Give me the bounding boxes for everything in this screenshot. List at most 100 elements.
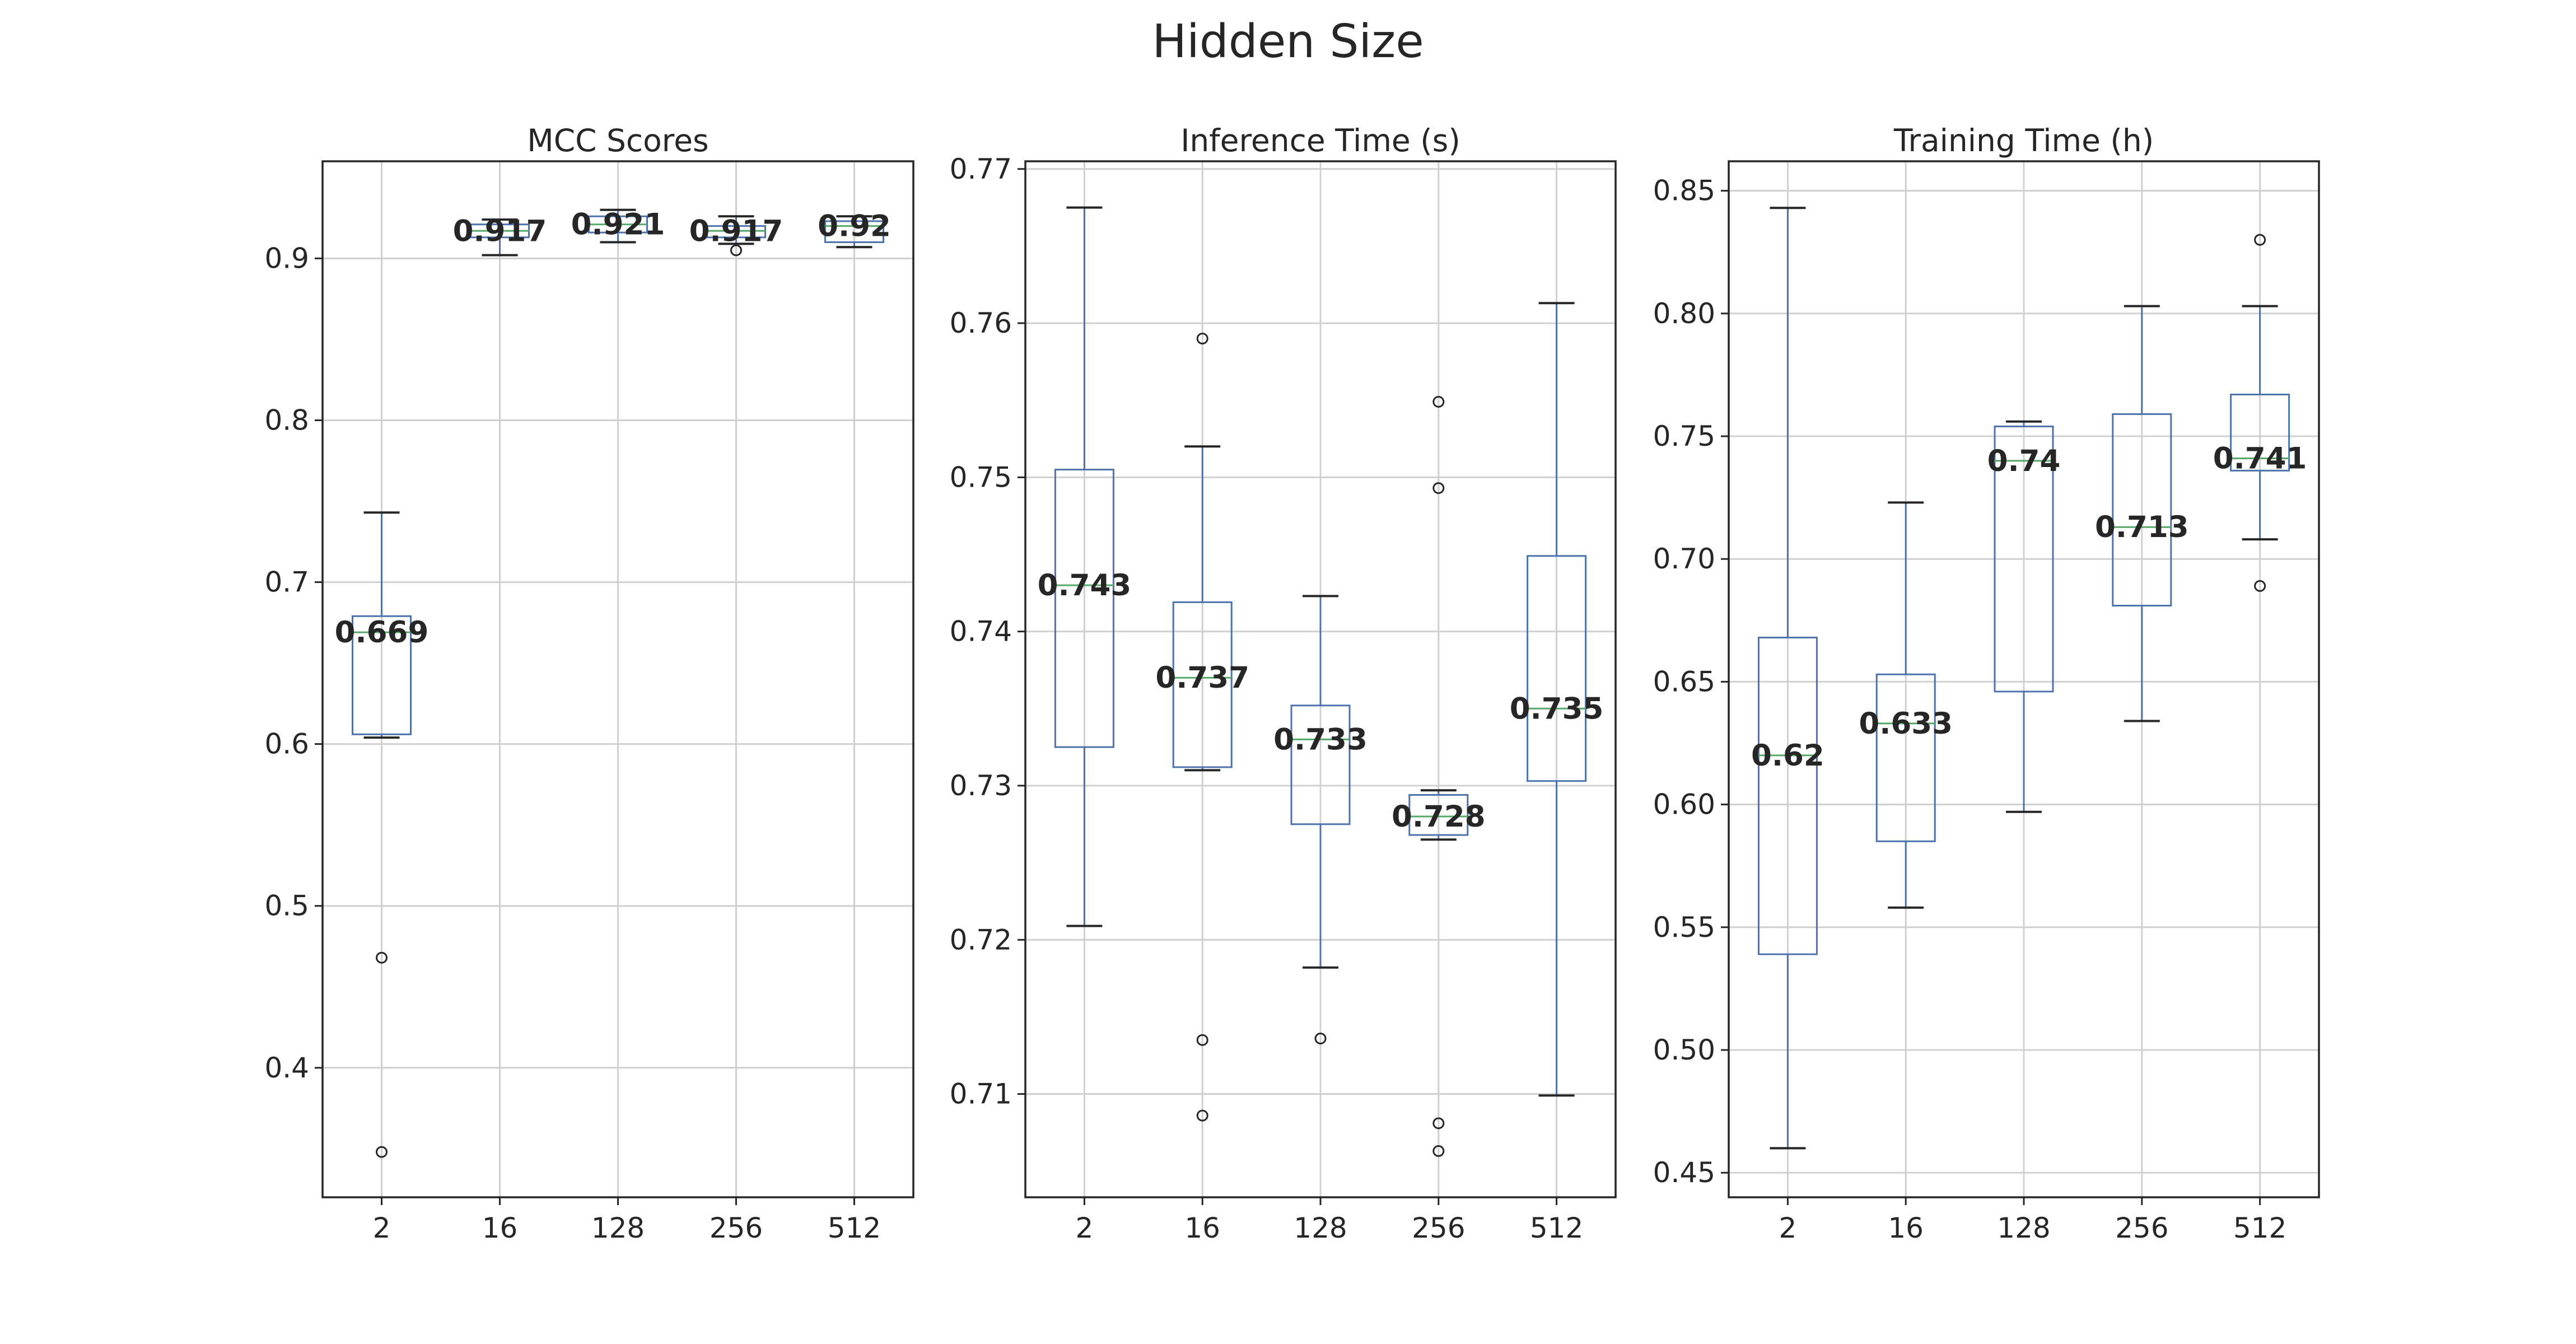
- x-tick-label: 2: [1779, 1212, 1796, 1244]
- median-label: 0.735: [1510, 692, 1604, 726]
- box-iqr: [1757, 636, 1818, 955]
- x-tick-label: 128: [1997, 1212, 2050, 1244]
- y-tick-label: 0.60: [1653, 788, 1715, 821]
- box-128: 0.74: [1987, 420, 2061, 813]
- y-tick-label: 0.50: [1653, 1034, 1715, 1066]
- subplot-2: 0.71 0.72 0.73 0.74 0.75 0.76 0.77 2 16 128 256 512…: [950, 123, 1617, 1244]
- median-label: 0.633: [1859, 707, 1953, 741]
- y-tick-label: 0.9: [264, 242, 309, 274]
- median-label: 0.917: [453, 214, 547, 248]
- y-tick-label: 0.75: [950, 461, 1012, 493]
- median-label: 0.713: [2095, 510, 2189, 544]
- y-tick-label: 0.73: [950, 769, 1012, 802]
- axes-frame: [321, 160, 914, 1198]
- median-label: 0.728: [1392, 800, 1486, 834]
- box-512: 0.92: [818, 209, 891, 249]
- y-tick-label: 0.77: [950, 153, 1012, 185]
- box-2: 0.743: [1038, 206, 1132, 927]
- box-256: 0.917: [689, 214, 783, 256]
- y-tick-label: 0.5: [264, 890, 309, 922]
- box-2: 0.62: [1751, 207, 1824, 1150]
- outlier-point: [1432, 1145, 1445, 1157]
- box-iqr: [1172, 601, 1233, 768]
- x-tick-label: 2: [1075, 1212, 1093, 1244]
- box-256: 0.713: [2095, 305, 2189, 722]
- y-tick-label: 0.6: [264, 728, 309, 760]
- figure-title: Hidden Size: [1152, 15, 1424, 68]
- box-512: 0.741: [2213, 234, 2307, 592]
- box-iqr: [1054, 469, 1114, 748]
- outlier-point: [730, 244, 742, 256]
- box-256: 0.728: [1392, 395, 1486, 1157]
- box-iqr: [1875, 673, 1936, 842]
- x-tick-label: 16: [1888, 1212, 1924, 1244]
- y-tick-label: 0.65: [1653, 665, 1715, 698]
- median-label: 0.737: [1155, 661, 1249, 695]
- median-label: 0.921: [571, 208, 665, 242]
- box-iqr: [1408, 794, 1469, 836]
- median-label: 0.733: [1273, 722, 1368, 757]
- median-label: 0.669: [335, 615, 429, 650]
- box-iqr: [2230, 393, 2290, 472]
- x-tick-label: 256: [1412, 1212, 1465, 1244]
- x-tick-label: 256: [710, 1212, 763, 1244]
- box-iqr: [1527, 555, 1587, 782]
- outlier-point: [1196, 333, 1208, 345]
- y-tick-label: 0.74: [950, 615, 1012, 648]
- median-label: 0.743: [1038, 568, 1132, 603]
- outlier-point: [1432, 1117, 1445, 1130]
- y-tick-label: 0.85: [1653, 175, 1715, 207]
- box-iqr: [352, 615, 412, 735]
- x-tick-label: 512: [1530, 1212, 1583, 1244]
- y-tick-label: 0.55: [1653, 911, 1715, 944]
- subplot-1: 0.40.50.60.70.80.92 16 128 256 5120.6690.917…: [264, 123, 914, 1244]
- outlier-point: [1432, 395, 1445, 408]
- outlier-point: [1432, 482, 1445, 494]
- y-tick-label: 0.8: [264, 404, 309, 437]
- y-tick-label: 0.72: [950, 923, 1012, 956]
- axes-frame: [1728, 160, 2320, 1198]
- y-tick-label: 0.70: [1653, 543, 1715, 575]
- box-iqr: [1994, 425, 2054, 693]
- box-128: 0.921: [571, 208, 665, 244]
- median-label: 0.917: [689, 214, 783, 248]
- axes-frame: [1024, 160, 1617, 1198]
- subplot-title: Inference Time (s): [1180, 123, 1460, 158]
- outlier-point: [1314, 1032, 1327, 1044]
- box-iqr: [2112, 413, 2172, 606]
- x-tick-label: 512: [828, 1212, 881, 1244]
- box-iqr: [1290, 704, 1351, 825]
- x-tick-label: 128: [591, 1212, 645, 1244]
- x-tick-label: 16: [482, 1212, 518, 1244]
- median-label: 0.62: [1751, 739, 1824, 773]
- y-tick-label: 0.4: [264, 1052, 309, 1084]
- box-16: 0.917: [453, 214, 547, 256]
- y-tick-label: 0.75: [1653, 420, 1715, 452]
- y-tick-label: 0.7: [264, 566, 309, 599]
- subplot-title: Training Time (h): [1893, 123, 2154, 158]
- x-tick-label: 2: [373, 1212, 391, 1244]
- median-label: 0.74: [1987, 444, 2061, 478]
- box-iqr: [824, 220, 884, 244]
- box-128: 0.733: [1273, 595, 1368, 1044]
- x-tick-label: 16: [1184, 1212, 1220, 1244]
- y-tick-label: 0.80: [1653, 297, 1715, 330]
- box-2: 0.669: [335, 511, 429, 1158]
- outlier-point: [376, 951, 388, 964]
- median-label: 0.92: [818, 209, 891, 244]
- y-tick-label: 0.76: [950, 307, 1012, 339]
- outlier-point: [2254, 234, 2266, 246]
- outlier-point: [1196, 1109, 1208, 1122]
- subplot-3: 0.45 0.50 0.55 0.60 0.65 0.70 0.75 0.80 0.85 2 16 1…: [1653, 123, 2320, 1244]
- box-16: 0.737: [1155, 333, 1249, 1122]
- subplot-title: MCC Scores: [527, 123, 708, 158]
- box-512: 0.735: [1510, 302, 1604, 1097]
- y-tick-label: 0.45: [1653, 1156, 1715, 1189]
- outlier-point: [1196, 1034, 1208, 1046]
- x-tick-label: 256: [2115, 1212, 2168, 1244]
- median-label: 0.741: [2213, 441, 2307, 475]
- outlier-point: [376, 1146, 388, 1158]
- outlier-point: [2254, 580, 2266, 592]
- x-tick-label: 128: [1294, 1212, 1347, 1244]
